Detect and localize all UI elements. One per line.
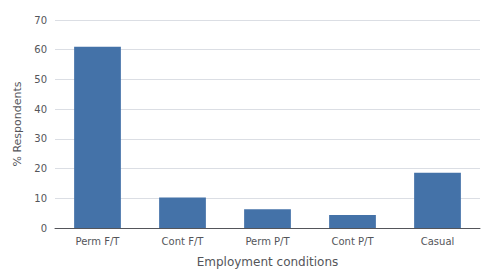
svg-text:Cont F/T: Cont F/T — [162, 236, 205, 247]
svg-text:30: 30 — [34, 133, 47, 144]
svg-text:Cont P/T: Cont P/T — [331, 236, 374, 247]
svg-text:70: 70 — [34, 15, 47, 26]
svg-text:Employment conditions: Employment conditions — [197, 255, 339, 269]
svg-text:20: 20 — [34, 163, 47, 174]
svg-text:Casual: Casual — [421, 236, 455, 247]
svg-text:Perm F/T: Perm F/T — [76, 236, 121, 247]
svg-text:0: 0 — [41, 223, 47, 234]
svg-text:40: 40 — [34, 104, 47, 115]
svg-text:50: 50 — [34, 74, 47, 85]
svg-text:10: 10 — [34, 193, 47, 204]
svg-text:60: 60 — [34, 44, 47, 55]
svg-text:Perm P/T: Perm P/T — [245, 236, 290, 247]
svg-text:% Respondents: % Respondents — [11, 81, 24, 166]
